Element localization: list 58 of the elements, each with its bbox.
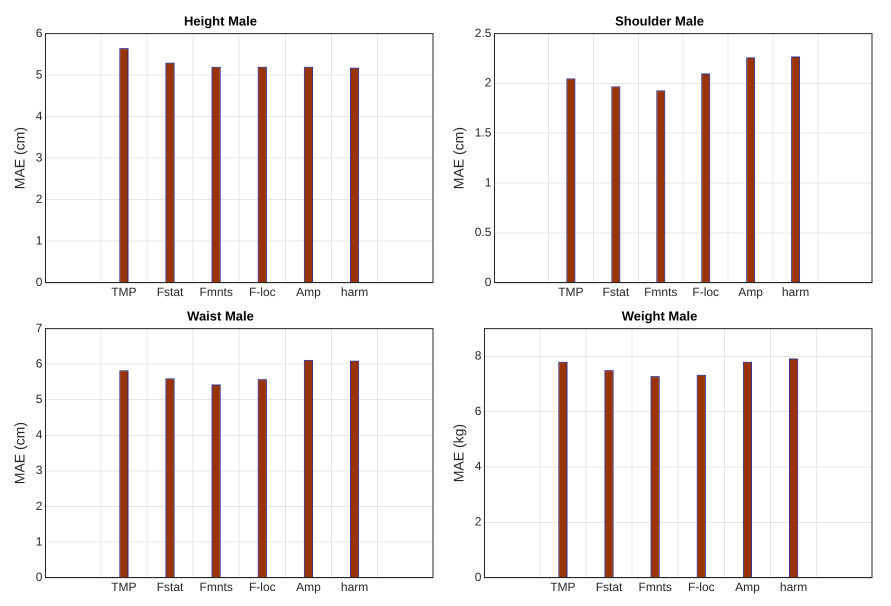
y-tick-label: 3 — [36, 463, 43, 478]
x-tick-label: F-loc — [688, 580, 715, 594]
x-tick-label: Fmnts — [638, 580, 672, 594]
y-tick-label: 0 — [484, 274, 492, 289]
x-tick-label: Amp — [296, 285, 322, 300]
y-axis-title: MAE (kg) — [450, 424, 466, 482]
x-tick-label: Amp — [296, 580, 322, 594]
x-tick-label: Fmnts — [200, 580, 233, 594]
x-tick-label: F-loc — [248, 285, 276, 300]
y-tick-label: 8 — [474, 348, 482, 363]
y-tick-label: 4 — [36, 108, 43, 123]
x-tick-label: Fstat — [156, 285, 184, 300]
y-axis-title: MAE (cm) — [450, 126, 466, 190]
y-tick-label: 2 — [474, 514, 482, 529]
y-tick-label: 6 — [36, 26, 43, 40]
x-tick-label: harm — [340, 285, 368, 300]
y-tick-label: 6 — [36, 356, 43, 370]
x-tick-label: TMP — [111, 285, 137, 300]
x-tick-label: Fstat — [602, 285, 630, 300]
y-tick-label: 0 — [36, 274, 43, 289]
x-tick-label: F-loc — [248, 580, 276, 594]
y-axis-title: MAE (cm) — [11, 422, 28, 484]
y-tick-label: 1.5 — [474, 126, 492, 140]
y-tick-label: 2 — [36, 498, 43, 513]
x-tick-label: Amp — [735, 580, 760, 594]
y-tick-label: 7 — [36, 320, 43, 335]
chart-title: Waist Male — [187, 308, 254, 324]
chart-title: Height Male — [184, 13, 257, 28]
x-tick-label: Fstat — [596, 580, 624, 594]
x-tick-label: TMP — [111, 580, 137, 594]
y-tick-label: 2 — [484, 76, 492, 90]
y-tick-label: 0 — [474, 570, 482, 584]
x-tick-label: F-loc — [692, 285, 720, 300]
y-tick-label: 2.5 — [474, 26, 492, 40]
x-tick-label: harm — [340, 580, 368, 594]
y-axis-title: MAE (cm) — [11, 126, 28, 190]
y-tick-label: 5 — [36, 392, 43, 406]
chart-title: Shoulder Male — [615, 13, 704, 28]
x-tick-label: Fmnts — [200, 285, 233, 300]
x-tick-label: harm — [780, 580, 808, 594]
y-tick-label: 6 — [474, 404, 482, 418]
y-tick-label: 3 — [36, 150, 43, 164]
x-tick-label: TMP — [558, 285, 584, 300]
x-tick-label: TMP — [550, 580, 576, 594]
x-tick-label: Amp — [738, 285, 764, 300]
y-tick-label: 1 — [484, 175, 492, 190]
chart-title: Weight Male — [622, 308, 698, 324]
x-tick-label: Fstat — [156, 580, 184, 594]
y-tick-label: 1 — [36, 233, 43, 248]
x-tick-label: harm — [782, 285, 810, 300]
y-tick-label: 0.5 — [474, 225, 492, 240]
y-tick-label: 5 — [36, 67, 43, 82]
y-tick-label: 4 — [36, 428, 43, 442]
y-tick-label: 0 — [36, 570, 43, 584]
x-tick-label: Fmnts — [644, 285, 678, 300]
y-tick-label: 4 — [474, 459, 482, 474]
y-tick-label: 2 — [36, 192, 43, 206]
y-tick-label: 1 — [36, 534, 43, 548]
